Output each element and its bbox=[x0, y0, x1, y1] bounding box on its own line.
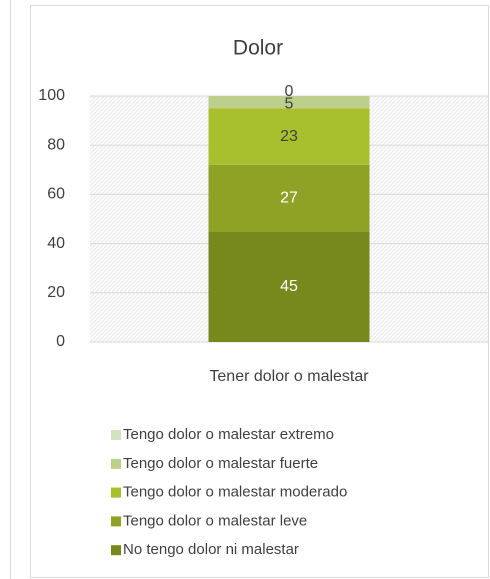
bar-segment bbox=[208, 96, 370, 109]
legend-swatch bbox=[111, 545, 121, 556]
legend-label: Tengo dolor o malestar leve bbox=[123, 512, 307, 529]
y-tick-label: 20 bbox=[47, 284, 65, 301]
y-tick-label: 100 bbox=[38, 87, 65, 104]
y-tick-label: 40 bbox=[47, 235, 65, 252]
data-label: 5 bbox=[285, 95, 294, 112]
bar-segment bbox=[208, 108, 370, 165]
legend-swatch bbox=[111, 430, 121, 440]
data-label: 23 bbox=[280, 128, 298, 145]
legend-label: Tengo dolor o malestar extremo bbox=[123, 426, 334, 443]
data-label: 45 bbox=[280, 278, 298, 295]
bar-segment bbox=[208, 231, 370, 342]
legend-swatch bbox=[111, 458, 121, 469]
y-tick-label: 0 bbox=[56, 333, 65, 350]
chart-title: Dolor bbox=[233, 37, 283, 60]
legend-label: Tengo dolor o malestar fuerte bbox=[123, 455, 318, 472]
data-label: 0 bbox=[285, 83, 294, 100]
data-label: 27 bbox=[280, 189, 298, 206]
y-tick-label: 80 bbox=[47, 136, 65, 153]
bar-segment bbox=[208, 164, 370, 232]
y-tick-label: 60 bbox=[47, 186, 65, 203]
legend-swatch bbox=[111, 487, 121, 498]
x-tick-label: Tener dolor o malestar bbox=[209, 368, 369, 385]
legend-label: No tengo dolor ni malestar bbox=[123, 541, 299, 558]
legend-swatch bbox=[111, 516, 121, 527]
legend-label: Tengo dolor o malestar moderado bbox=[123, 484, 347, 501]
